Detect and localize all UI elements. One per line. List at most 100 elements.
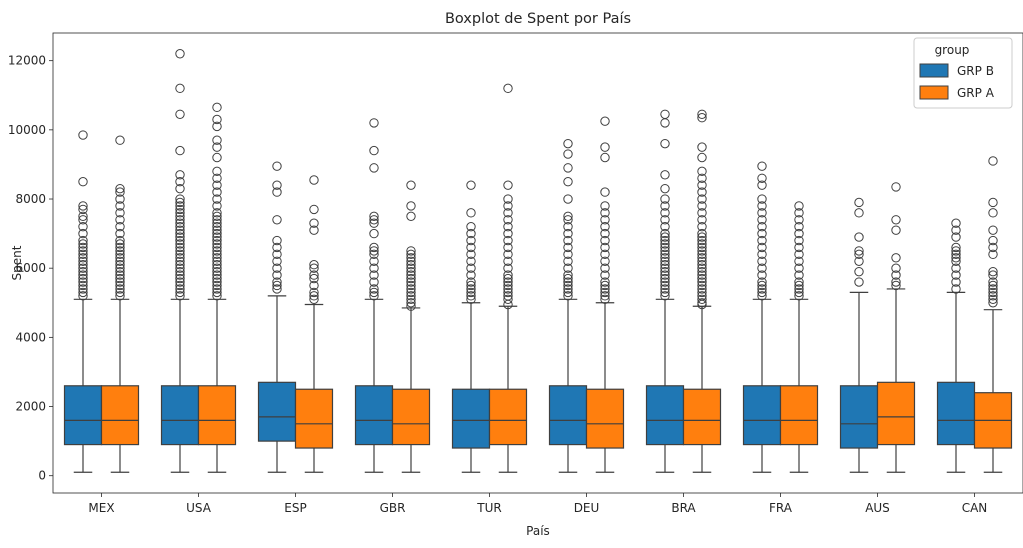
outlier-point	[115, 235, 125, 246]
outlier-point	[115, 246, 125, 256]
outlier-point	[563, 242, 573, 253]
outlier-point	[757, 221, 767, 232]
outlier-point	[309, 291, 319, 301]
legend-swatch	[919, 63, 949, 78]
series-1	[100, 83, 1013, 473]
outlier-point	[406, 266, 416, 277]
outlier-point	[175, 170, 185, 180]
outlier-point	[175, 270, 185, 280]
outlier-point	[175, 194, 185, 204]
legend-label: GRP A	[957, 86, 995, 100]
outlier-point	[563, 256, 573, 266]
outlier-point	[78, 266, 88, 277]
outlier-point	[697, 201, 707, 211]
box-group	[645, 109, 685, 473]
outlier-point	[697, 228, 707, 239]
outlier-point	[697, 152, 707, 163]
outlier-point	[272, 161, 282, 171]
outlier-point	[272, 249, 282, 260]
outlier-point	[406, 291, 416, 301]
outlier-point	[503, 242, 513, 253]
outlier-point	[272, 242, 282, 253]
outlier-point	[563, 263, 573, 273]
outlier-point	[600, 280, 610, 291]
outlier-point	[212, 284, 222, 294]
outlier-point	[660, 256, 670, 266]
outlier-point	[175, 201, 185, 211]
outlier-point	[309, 270, 319, 280]
outlier-point	[175, 145, 185, 156]
outlier-point	[272, 180, 282, 190]
box	[488, 388, 528, 446]
outlier-point	[563, 221, 573, 232]
outlier-point	[660, 291, 670, 301]
outlier-point	[891, 277, 901, 287]
outlier-point	[212, 291, 222, 301]
outlier-point	[212, 249, 222, 260]
outlier-point	[600, 270, 610, 280]
outlier-point	[697, 194, 707, 204]
outlier-point	[175, 225, 185, 235]
box-group	[548, 138, 588, 473]
outlier-point	[660, 208, 670, 218]
box-group	[391, 180, 431, 473]
outlier-point	[212, 194, 222, 204]
outlier-point	[503, 291, 513, 301]
outlier-point	[115, 208, 125, 218]
outlier-point	[988, 249, 998, 260]
outlier-point	[406, 280, 416, 291]
outlier-point	[406, 256, 416, 266]
outlier-point	[891, 253, 901, 263]
outlier-point	[369, 218, 379, 228]
outlier-point	[988, 266, 998, 277]
outlier-point	[757, 291, 767, 301]
outlier-point	[78, 242, 88, 253]
outlier-point	[406, 284, 416, 294]
outlier-point	[175, 249, 185, 260]
outlier-point	[175, 109, 185, 119]
x-tick-label: FRA	[769, 501, 793, 515]
outlier-point	[794, 291, 804, 301]
legend-label: GRP B	[957, 64, 994, 78]
outlier-point	[503, 180, 513, 190]
y-tick-label: 12000	[8, 54, 46, 68]
outlier-point	[503, 249, 513, 260]
outlier-point	[78, 253, 88, 263]
outlier-point	[794, 280, 804, 291]
outlier-point	[175, 263, 185, 273]
legend-title: group	[935, 43, 970, 57]
outlier-point	[78, 270, 88, 280]
outlier-point	[794, 208, 804, 218]
outlier-point	[175, 208, 185, 218]
outlier-point	[563, 163, 573, 173]
outlier-point	[503, 270, 513, 280]
outlier-point	[563, 138, 573, 149]
box-group	[973, 156, 1013, 473]
outlier-point	[369, 211, 379, 222]
outlier-point	[115, 253, 125, 263]
outlier-point	[660, 270, 670, 280]
outlier-point	[660, 221, 670, 232]
outlier-point	[660, 280, 670, 291]
outlier-point	[115, 228, 125, 239]
outlier-point	[115, 201, 125, 211]
outlier-point	[466, 249, 476, 260]
outlier-point	[212, 246, 222, 256]
outlier-point	[854, 208, 864, 218]
outlier-point	[212, 280, 222, 291]
outlier-point	[854, 232, 864, 242]
outlier-point	[891, 225, 901, 235]
outlier-point	[660, 183, 670, 194]
outlier-point	[369, 118, 379, 128]
outlier-point	[503, 294, 513, 305]
outlier-point	[854, 266, 864, 277]
outlier-point	[78, 260, 88, 270]
outlier-point	[660, 284, 670, 294]
outlier-point	[212, 173, 222, 183]
outlier-point	[369, 242, 379, 253]
outlier-point	[757, 280, 767, 291]
outlier-point	[212, 166, 222, 177]
outlier-point	[309, 263, 319, 273]
outlier-point	[600, 187, 610, 197]
outlier-point	[272, 284, 282, 294]
